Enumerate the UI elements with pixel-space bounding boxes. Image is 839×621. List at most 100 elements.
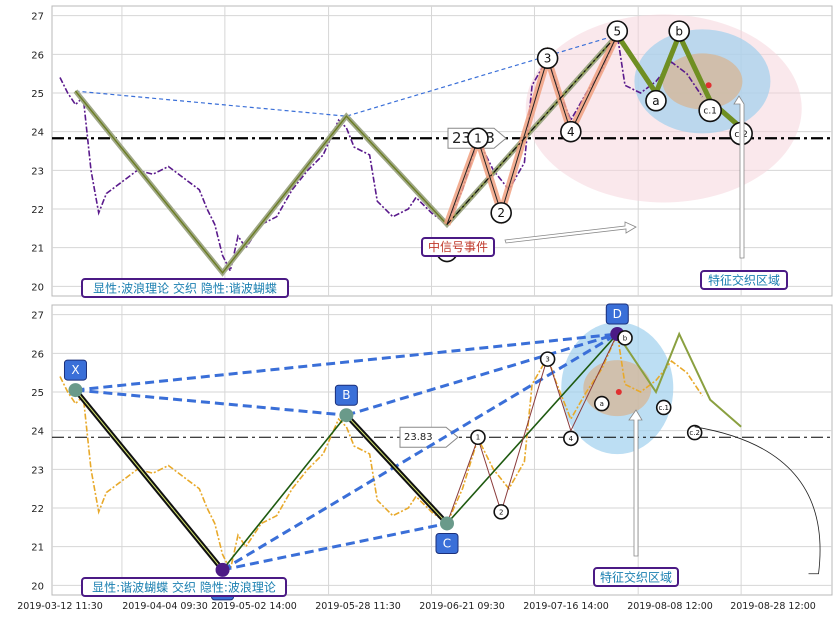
signal-arrow — [504, 221, 637, 244]
y-tick-label: 25 — [31, 388, 44, 399]
harmonic-leg-highlight — [75, 389, 223, 571]
y-tick-label: 23 — [31, 465, 44, 476]
wave-line — [446, 34, 618, 225]
annotation-zone-box — [700, 270, 788, 290]
annotation-zone-box — [593, 567, 679, 587]
harmonic-point-badge — [435, 532, 459, 554]
y-tick-label: 25 — [31, 89, 44, 100]
wave-point-label: 5 — [613, 24, 621, 38]
annotation-strategy-box — [81, 577, 287, 597]
wave-point-marker — [470, 429, 486, 446]
wave-point-marker — [560, 120, 582, 143]
zone-arrow — [628, 409, 643, 557]
y-tick-label: 27 — [31, 311, 44, 322]
wave-point-label: c.2 — [689, 429, 700, 437]
y-tick-label: 21 — [31, 543, 44, 554]
y-tick-label: 23 — [31, 166, 44, 177]
annotation-zone: 特征交织区域 — [600, 570, 672, 585]
harmonic-point-label: X — [71, 363, 79, 377]
harmonic-dashed-leg — [75, 332, 618, 392]
harmonic-leg-highlight — [346, 414, 448, 524]
wave-point-marker — [539, 351, 556, 367]
x-tick-label: 2019-08-08 12:00 — [627, 601, 713, 612]
wave-point-marker — [467, 127, 489, 150]
bottom-chart-panel: 202122232425262723.83XABCD1234abc.1c.2显性… — [31, 303, 833, 601]
wave-point-label: 4 — [569, 435, 574, 443]
wave-point-marker — [493, 504, 509, 520]
harmonic-dashed-leg — [221, 332, 619, 572]
y-tick-label: 26 — [31, 50, 44, 61]
harmonic-point-label: C — [443, 536, 451, 550]
wave-point-label: a — [600, 400, 604, 408]
y-tick-label: 27 — [31, 12, 44, 23]
wave-point-label: 3 — [544, 51, 552, 65]
wave-point-label: b — [675, 24, 683, 38]
annotation-signal-box — [421, 237, 495, 257]
annotation-strategy-box — [81, 278, 289, 298]
x-axis: 2019-03-12 11:30 2019-04-04 09:30 2019-05-… — [17, 601, 816, 612]
wave-point-label: 2 — [497, 206, 505, 220]
wave-point-marker — [490, 202, 512, 224]
annotation-strategy: 显性:波浪理论 交织 隐性:谐波蝴蝶 — [93, 281, 277, 296]
wave-point-label: b — [623, 334, 628, 342]
wave-point-marker — [536, 47, 559, 70]
wave-point-marker — [617, 330, 633, 346]
harmonic-dashed-leg — [75, 388, 347, 417]
y-tick-label: 24 — [31, 128, 44, 139]
wave-point-label: 1 — [474, 131, 482, 145]
wave-point-label: 2 — [499, 508, 503, 516]
wave-point-marker — [645, 89, 667, 112]
wave-point-label: a — [652, 94, 659, 108]
harmonic-point-marker — [215, 562, 230, 577]
wave-point-marker — [686, 424, 703, 441]
y-tick-label: 22 — [31, 504, 44, 515]
wave-point-marker — [668, 20, 691, 42]
wave-point-marker — [593, 395, 610, 412]
projection-arc — [694, 426, 821, 575]
x-tick-label: 2019-03-12 11:30 — [17, 601, 103, 612]
harmonic-leg-thin — [446, 333, 618, 525]
wave-point-marker — [698, 98, 722, 123]
harmonic-dashed-leg — [345, 332, 618, 417]
zone-center-point — [615, 389, 622, 395]
y-tick-label: 20 — [31, 282, 44, 293]
zone-arrow — [733, 95, 745, 259]
harmonic-leg-thin — [221, 414, 348, 571]
harmonic-point-badge — [63, 359, 87, 381]
x-tick-label: 2019-05-28 11:30 — [315, 601, 401, 612]
y-tick-label: 20 — [31, 581, 44, 592]
harmonic-dashed-leg — [222, 521, 448, 572]
y-tick-label: 24 — [31, 427, 44, 438]
level-label-box — [399, 426, 459, 448]
annotation-strategy: 显性:谐波蝴蝶 交织 隐性:波浪理论 — [92, 580, 276, 595]
x-tick-label: 2019-05-02 14:00 — [211, 601, 297, 612]
wave-point-label: c.1 — [658, 404, 669, 412]
x-tick-label: 2019-04-04 09:30 — [122, 601, 208, 612]
top-chart-panel: 202122232425262723.83012345abc.1c.2显性:波浪… — [31, 5, 833, 298]
wave-line — [446, 333, 618, 524]
harmonic-point-badge — [605, 303, 629, 325]
zone-center-point — [705, 82, 712, 89]
wave-point-marker — [563, 430, 579, 447]
harmonic-point-marker — [440, 516, 454, 531]
y-tick-label: 21 — [31, 244, 44, 255]
abc-line — [616, 331, 742, 428]
harmonic-point-label: B — [342, 388, 350, 402]
annotation-signal: 中信号事件 — [428, 239, 488, 254]
x-tick-label: 2019-06-21 09:30 — [419, 601, 505, 612]
harmonic-point-badge — [334, 384, 358, 406]
wave-point-marker — [655, 399, 672, 416]
annotation-zone: 特征交织区域 — [708, 273, 780, 288]
wave-channel-line — [446, 34, 618, 225]
y-tick-label: 26 — [31, 349, 44, 360]
wave-point-label: 3 — [545, 356, 549, 364]
wave-point-label: c.1 — [703, 107, 717, 117]
wave-point-label: 1 — [476, 434, 480, 442]
x-tick-label: 2019-08-28 12:00 — [730, 601, 816, 612]
x-tick-label: 2019-07-16 14:00 — [523, 601, 609, 612]
wave-point-marker — [606, 20, 629, 42]
wave-point-label: 4 — [567, 125, 575, 139]
y-tick-label: 22 — [31, 205, 44, 216]
